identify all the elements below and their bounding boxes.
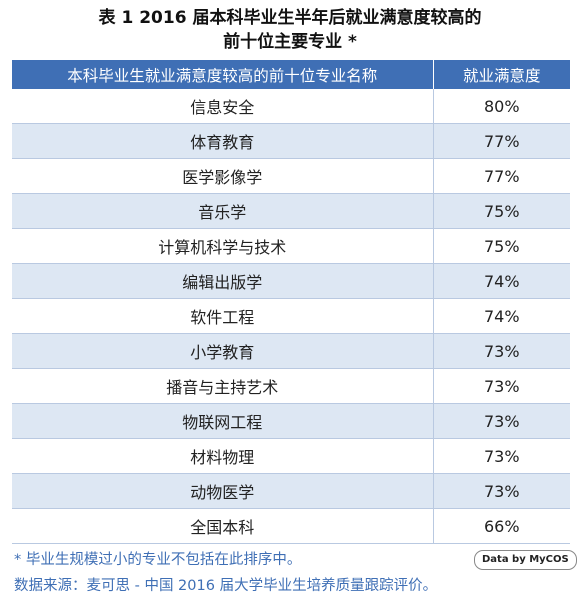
major-cell: 播音与主持艺术 (12, 368, 434, 404)
data-source-badge: Data by MyCOS (474, 550, 577, 570)
satisfaction-cell: 75% (433, 193, 570, 229)
major-cell: 动物医学 (12, 473, 434, 509)
satisfaction-cell: 75% (433, 228, 570, 264)
major-cell: 编辑出版学 (12, 263, 434, 299)
table-row: 全国本科 66% (12, 508, 570, 544)
major-cell: 音乐学 (12, 193, 434, 229)
major-cell: 医学影像学 (12, 158, 434, 194)
satisfaction-cell: 73% (433, 403, 570, 439)
table-row: 音乐学 75% (12, 193, 570, 229)
table-body: 信息安全 80% 体育教育 77% 医学影像学 77% 音乐学 75% 计算机科学与技术 75% 编… (12, 89, 570, 544)
satisfaction-cell: 73% (433, 333, 570, 369)
satisfaction-cell: 74% (433, 263, 570, 299)
header-major: 本科毕业生就业满意度较高的前十位专业名称 (12, 60, 434, 89)
major-cell: 体育教育 (12, 123, 434, 159)
source-note: 数据来源：麦可思 - 中国 2016 届大学毕业生培养质量跟踪评价。 (14, 578, 438, 594)
satisfaction-table: 本科毕业生就业满意度较高的前十位专业名称 就业满意度 信息安全 80% 体育教育 77… (12, 60, 570, 544)
table-row: 动物医学 73% (12, 473, 570, 509)
satisfaction-cell: 77% (433, 123, 570, 159)
table-row: 信息安全 80% (12, 89, 570, 124)
major-cell: 物联网工程 (12, 403, 434, 439)
satisfaction-cell: 73% (433, 473, 570, 509)
table-row: 编辑出版学 74% (12, 263, 570, 299)
major-cell: 计算机科学与技术 (12, 228, 434, 264)
satisfaction-cell: 77% (433, 158, 570, 194)
table-title-line-2: 前十位主要专业 * (223, 32, 357, 52)
major-cell: 小学教育 (12, 333, 434, 369)
satisfaction-cell: 73% (433, 368, 570, 404)
major-cell: 全国本科 (12, 508, 434, 544)
major-cell: 信息安全 (12, 89, 434, 124)
table-row: 物联网工程 73% (12, 403, 570, 439)
table-row: 播音与主持艺术 73% (12, 368, 570, 404)
table-row: 医学影像学 77% (12, 158, 570, 194)
table-row: 计算机科学与技术 75% (12, 228, 570, 264)
satisfaction-cell: 80% (433, 89, 570, 124)
footnote: * 毕业生规模过小的专业不包括在此排序中。 (14, 552, 302, 568)
table-title-line-1: 表 1 2016 届本科毕业生半年后就业满意度较高的 (98, 8, 482, 28)
table-row: 材料物理 73% (12, 438, 570, 474)
satisfaction-cell: 73% (433, 438, 570, 474)
table-header-row: 本科毕业生就业满意度较高的前十位专业名称 就业满意度 (12, 60, 570, 89)
satisfaction-cell: 74% (433, 298, 570, 334)
header-satisfaction: 就业满意度 (433, 60, 570, 89)
table-title: 表 1 2016 届本科毕业生半年后就业满意度较高的 前十位主要专业 * (0, 6, 580, 54)
table-row: 体育教育 77% (12, 123, 570, 159)
table-row: 软件工程 74% (12, 298, 570, 334)
satisfaction-cell: 66% (433, 508, 570, 544)
major-cell: 材料物理 (12, 438, 434, 474)
major-cell: 软件工程 (12, 298, 434, 334)
table-row: 小学教育 73% (12, 333, 570, 369)
